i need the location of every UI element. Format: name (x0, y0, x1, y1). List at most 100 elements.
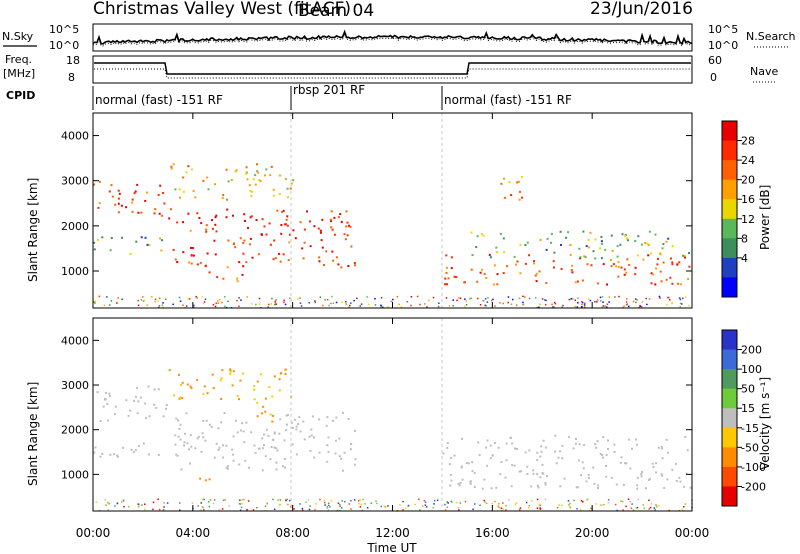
velocity-cell (514, 447, 516, 450)
power-y-tick-0: 1000 (61, 265, 89, 278)
velocity-cell (275, 447, 278, 450)
power-cell (242, 265, 245, 268)
power-cell (545, 282, 548, 284)
power-cell (226, 198, 228, 201)
power-cell (518, 198, 521, 201)
velocity-cell (139, 396, 142, 399)
power-speckle (623, 305, 625, 307)
velocity-cell (241, 422, 243, 425)
velocity-speckle (308, 508, 311, 511)
velocity-speckle (152, 501, 155, 504)
velocity-cell (347, 418, 350, 420)
power-cell (550, 241, 552, 244)
velocity-cell (132, 451, 135, 454)
nsearch-label: N.Search (746, 30, 796, 43)
power-cell (269, 243, 272, 246)
power-cell (470, 231, 473, 234)
power-scale-tick-3: 16 (741, 193, 755, 206)
velocity-speckle (247, 500, 250, 502)
velocity-cell (93, 451, 96, 454)
velocity-cell (331, 419, 334, 422)
power-cell (518, 180, 520, 183)
power-speckle (380, 306, 382, 309)
velocity-speckle (209, 498, 211, 501)
power-speckle (424, 303, 426, 305)
power-speckle (641, 301, 644, 303)
velocity-cell (578, 443, 581, 446)
power-cell (644, 242, 647, 244)
velocity-cell (651, 462, 654, 465)
power-speckle (356, 297, 358, 300)
power-cell (576, 280, 579, 283)
velocity-cell (142, 442, 145, 445)
power-cell (244, 220, 246, 222)
power-cell (446, 283, 448, 286)
power-cell (146, 243, 149, 246)
velocity-speckle (218, 509, 221, 511)
power-speckle (157, 300, 159, 302)
power-cell (303, 241, 306, 244)
power-speckle (494, 305, 496, 307)
velocity-cell (113, 453, 116, 456)
power-cell (450, 267, 453, 270)
velocity-speckle (344, 500, 346, 503)
power-speckle (426, 306, 428, 308)
power-cell (569, 253, 572, 256)
power-cell (687, 278, 690, 281)
velocity-speckle (366, 507, 369, 509)
power-speckle (594, 301, 596, 303)
velocity-cell (239, 379, 242, 382)
velocity-cell (622, 483, 625, 486)
power-cell (616, 245, 619, 248)
power-cell (606, 283, 608, 286)
power-speckle (380, 297, 383, 299)
power-cell (479, 271, 482, 274)
velocity-speckle (212, 502, 215, 505)
power-cell (569, 244, 572, 246)
velocity-speckle (457, 506, 460, 509)
power-cell (188, 261, 191, 264)
power-cell (179, 196, 181, 199)
velocity-speckle (330, 500, 333, 502)
power-cell (654, 283, 657, 286)
power-speckle (646, 303, 648, 306)
velocity-speckle (299, 503, 301, 505)
velocity-cell (284, 373, 287, 375)
power-cell (111, 195, 114, 198)
power-speckle (204, 298, 207, 300)
power-scale-label: Power [dB] (758, 185, 772, 250)
power-speckle (360, 303, 363, 305)
velocity-speckle (239, 509, 242, 511)
velocity-cell (561, 457, 564, 460)
velocity-speckle (105, 504, 107, 506)
velocity-cell (187, 448, 190, 451)
power-cell (483, 272, 486, 275)
velocity-cell (189, 434, 192, 437)
power-cell (243, 213, 246, 216)
power-cell (626, 258, 629, 261)
velocity-cell (546, 475, 548, 478)
velocity-cell (489, 444, 492, 447)
power-cell (239, 237, 242, 240)
velocity-cell (607, 448, 609, 450)
power-cell (118, 192, 121, 195)
power-cell (610, 265, 613, 268)
power-cell (249, 189, 252, 192)
time-tick-0: 00:00 (76, 526, 111, 540)
velocity-cell (597, 484, 600, 487)
velocity-cell (655, 462, 658, 465)
velocity-cell (179, 423, 182, 426)
power-cell (634, 240, 637, 242)
power-speckle (299, 302, 302, 304)
velocity-speckle (314, 508, 316, 511)
power-cell (211, 219, 213, 222)
velocity-speckle (305, 501, 307, 503)
power-cell (144, 236, 147, 239)
velocity-cell (349, 448, 352, 451)
power-speckle (158, 306, 160, 309)
velocity-cell (196, 437, 199, 440)
velocity-cell (684, 435, 687, 438)
velocity-cell (309, 449, 312, 452)
freq-label: Freq. (5, 53, 32, 66)
velocity-cell (208, 423, 211, 426)
